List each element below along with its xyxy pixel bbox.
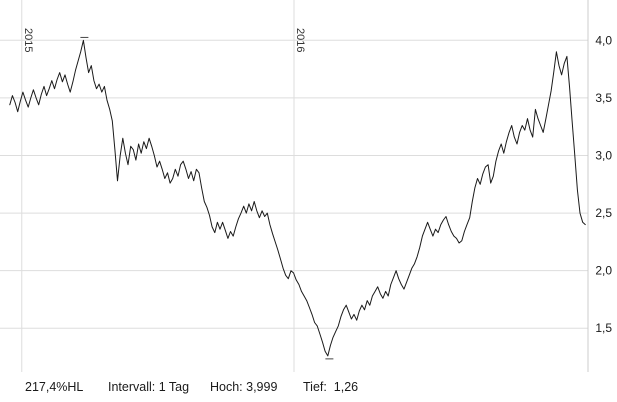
- year-label: 2016: [294, 28, 306, 52]
- interval-label: Intervall: 1 Tag: [108, 380, 190, 394]
- y-axis-label: 1,5: [595, 321, 612, 335]
- range-percent-label: 217,4%HL: [25, 380, 84, 394]
- y-axis-label: 4,0: [595, 33, 612, 47]
- y-axis-label: 3,5: [595, 91, 612, 105]
- price-chart-svg[interactable]: 4,0 3,5 3,0 2,5 2,0 1,5 2015 2016: [0, 0, 617, 372]
- high-value-label: Hoch: 3,999: [210, 380, 278, 394]
- low-value-label: Tief: 1,26: [303, 380, 359, 394]
- y-axis-label: 2,0: [595, 264, 612, 278]
- y-axis-label: 3,0: [595, 148, 612, 162]
- chart-footer: 217,4%HL Intervall: 1 Tag Hoch: 3,999 Ti…: [0, 372, 617, 402]
- year-label: 2015: [22, 28, 34, 52]
- y-axis-label: 2,5: [595, 206, 612, 220]
- price-line: [9, 39, 586, 357]
- chart-area: 4,0 3,5 3,0 2,5 2,0 1,5 2015 2016: [0, 0, 617, 372]
